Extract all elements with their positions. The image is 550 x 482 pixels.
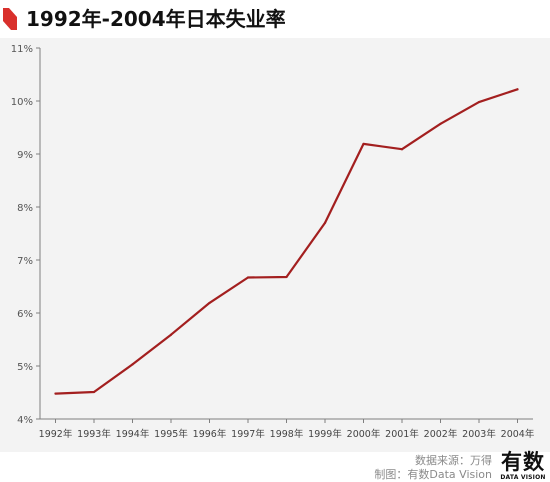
x-tick-label: 1995年 bbox=[154, 428, 188, 440]
x-tick-label: 2003年 bbox=[462, 428, 496, 440]
data-source-text: 数据来源：万得 bbox=[415, 454, 492, 467]
title-marker-shape bbox=[3, 8, 17, 30]
x-tick-label: 2002年 bbox=[424, 428, 458, 440]
y-tick-label: 6% bbox=[17, 309, 33, 320]
x-tick-label: 1993年 bbox=[77, 428, 111, 440]
x-tick-label: 1998年 bbox=[270, 428, 304, 440]
data-point bbox=[439, 122, 442, 125]
y-tick-label: 11% bbox=[11, 44, 33, 55]
data-point bbox=[54, 392, 57, 395]
data-point bbox=[400, 148, 404, 151]
data-point bbox=[246, 276, 250, 279]
y-tick-label: 8% bbox=[17, 203, 33, 214]
chart-credit-text: 制图：有数Data Vision bbox=[374, 468, 492, 481]
brand-logo: 有数 DATA VISION bbox=[498, 450, 548, 482]
y-tick-label: 9% bbox=[17, 150, 33, 161]
x-tick-label: 1994年 bbox=[116, 428, 150, 440]
data-point bbox=[285, 275, 288, 279]
line-chart: 4% 5% 6% 7% 8% 9% 10% 11% 1992年 1993年 1994年 1995年 19… bbox=[11, 44, 535, 440]
data-point bbox=[208, 301, 211, 305]
y-tick-label: 7% bbox=[17, 256, 33, 267]
brand-logo-cn: 有数 bbox=[501, 450, 545, 474]
title-marker-icon bbox=[3, 8, 17, 30]
chart-footer: 数据来源：万得 制图：有数Data Vision 有数 DATA VISION bbox=[0, 450, 550, 482]
data-point bbox=[169, 333, 173, 336]
chart-title: 1992年-2004年日本失业率 bbox=[26, 7, 286, 31]
y-tick-label: 4% bbox=[17, 415, 33, 426]
data-point bbox=[477, 100, 481, 104]
chart-header: 1992年-2004年日本失业率 bbox=[0, 0, 550, 38]
x-tick-label: 2004年 bbox=[501, 428, 535, 440]
x-tick-label: 2001年 bbox=[385, 428, 419, 440]
chart-panel: 4% 5% 6% 7% 8% 9% 10% 11% 1992年 1993年 1994年 1995年 19… bbox=[0, 38, 550, 452]
y-tick-label: 5% bbox=[17, 362, 33, 373]
x-tick-label: 1996年 bbox=[193, 428, 227, 440]
x-tick-label: 1999年 bbox=[308, 428, 342, 440]
series-line bbox=[54, 88, 519, 395]
y-tick-label: 10% bbox=[11, 97, 33, 108]
data-point bbox=[92, 390, 96, 394]
x-tick-label: 1997年 bbox=[231, 428, 265, 440]
x-tick-label: 2000年 bbox=[347, 428, 381, 440]
data-point bbox=[131, 363, 134, 366]
brand-logo-en: DATA VISION bbox=[500, 474, 546, 481]
x-tick-label: 1992年 bbox=[39, 428, 73, 440]
data-point bbox=[516, 88, 519, 91]
data-point bbox=[362, 142, 365, 146]
data-point bbox=[323, 221, 327, 224]
